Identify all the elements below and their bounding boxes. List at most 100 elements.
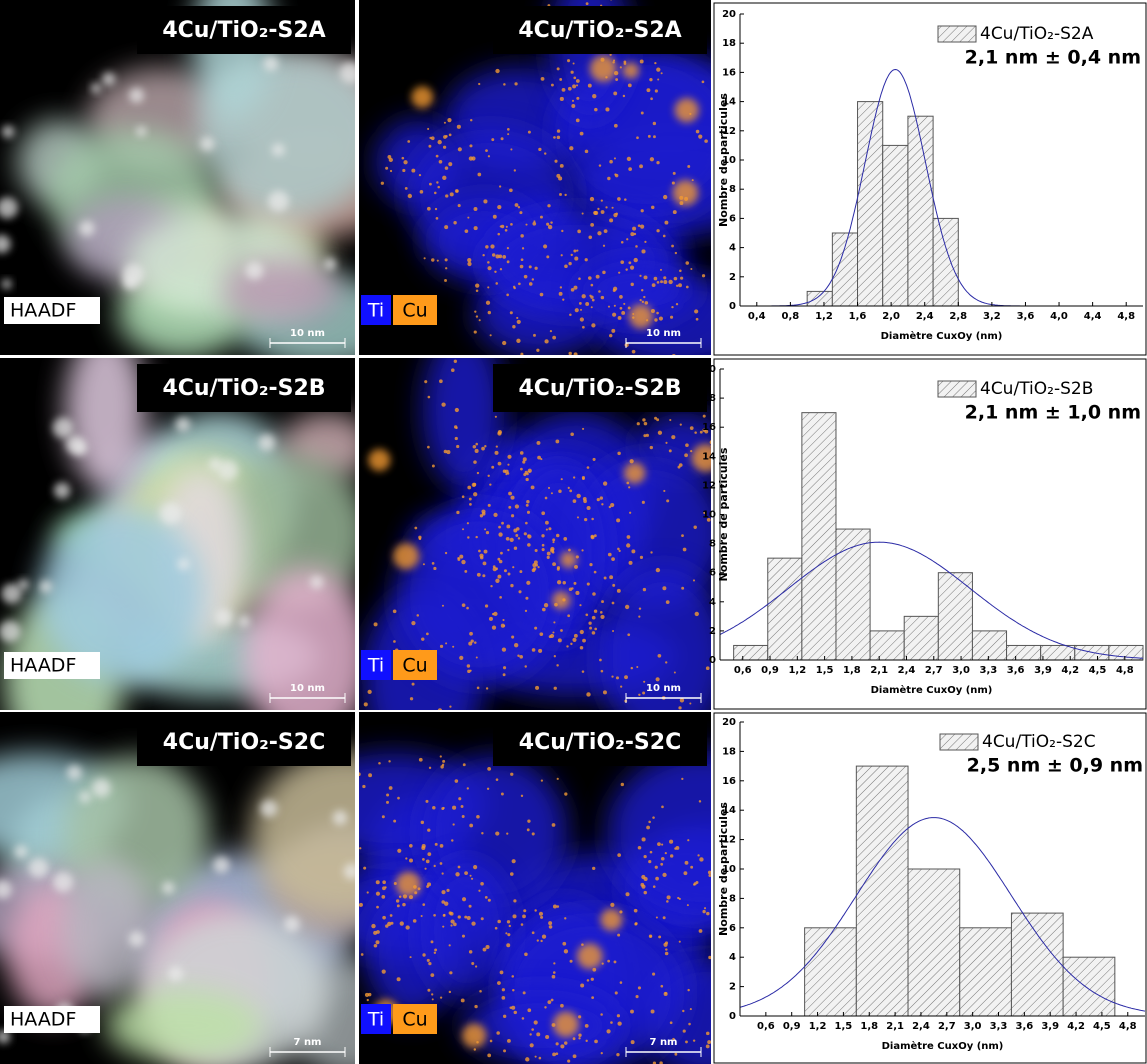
cu-dot <box>603 576 607 580</box>
cu-cluster <box>622 62 640 79</box>
y-tick-label: 4 <box>729 952 736 963</box>
cu-dot <box>495 282 498 285</box>
cu-dot <box>600 1052 603 1055</box>
cu-dot <box>546 551 551 556</box>
cu-dot <box>609 575 614 580</box>
cu-dot <box>660 862 664 866</box>
cu-dot <box>485 944 490 950</box>
cu-dot <box>457 915 461 919</box>
cu-dot <box>467 536 470 539</box>
cu-dot <box>625 268 628 271</box>
cu-dot <box>557 638 562 643</box>
cu-dot <box>639 299 642 302</box>
cu-dot <box>583 499 587 504</box>
cu-dot <box>444 551 448 555</box>
cu-dot <box>510 495 515 500</box>
cu-dot <box>552 904 557 909</box>
cu-dot <box>576 249 579 252</box>
cu-dot <box>582 638 586 643</box>
cu-dot <box>641 884 646 889</box>
cu-dot <box>439 862 443 865</box>
cu-dot <box>451 839 454 842</box>
cu-dot <box>679 423 682 426</box>
cu-dot <box>619 295 623 299</box>
y-tick-label: 0 <box>729 301 736 312</box>
cu-dot <box>388 157 393 163</box>
cu-dot <box>537 566 540 569</box>
cu-dot <box>431 998 434 1001</box>
cu-dot <box>469 823 474 828</box>
cu-dot <box>668 449 672 453</box>
cu-dot <box>564 792 568 796</box>
histogram-bar <box>855 765 909 1017</box>
cu-dot <box>469 874 472 877</box>
cu-dot <box>578 1037 581 1040</box>
bright-spot <box>162 881 175 895</box>
cu-dot <box>402 902 406 907</box>
cu-dot <box>502 254 507 259</box>
cu-dot <box>666 499 670 503</box>
cu-dot <box>598 290 601 293</box>
cu-dot <box>709 440 711 445</box>
cu-dot <box>560 629 563 632</box>
x-tick-label: 3,0 <box>952 665 970 676</box>
cu-dot <box>437 708 443 710</box>
cu-dot <box>479 555 484 560</box>
cu-dot <box>626 543 631 548</box>
cu-dot <box>702 414 706 418</box>
cu-dot <box>572 476 576 479</box>
cu-dot <box>573 581 577 585</box>
scale-label: 10 nm <box>646 683 681 694</box>
cu-dot <box>600 611 603 614</box>
cu-dot <box>424 380 428 384</box>
cu-dot <box>473 460 477 464</box>
cu-dot <box>707 1040 711 1045</box>
cu-dot <box>368 773 373 778</box>
cu-dot <box>693 525 697 529</box>
x-tick-label: 1,8 <box>843 665 861 676</box>
cu-dot <box>422 953 426 957</box>
cu-dot <box>616 588 621 593</box>
cu-dot <box>592 967 597 972</box>
cu-dot <box>472 444 477 449</box>
cu-dot <box>661 843 664 846</box>
cu-dot <box>483 549 488 554</box>
cu-dot <box>546 555 550 559</box>
histogram-bar <box>806 290 833 307</box>
bright-spot <box>0 234 11 254</box>
cu-dot <box>422 563 425 566</box>
cu-dot <box>409 858 413 863</box>
cu-dot <box>514 82 518 86</box>
x-tick-label: 0,9 <box>761 665 779 676</box>
cu-dot <box>616 1014 621 1018</box>
cu-dot <box>689 702 692 705</box>
cu-dot <box>543 603 549 608</box>
cu-dot <box>536 1032 541 1037</box>
title-box <box>493 6 707 54</box>
x-tick-label: 0,6 <box>757 1021 775 1032</box>
cu-dot <box>436 181 439 184</box>
cu-dot <box>555 1042 559 1046</box>
cu-dot <box>482 561 487 566</box>
cu-dot <box>462 763 466 767</box>
cu-dot <box>589 294 592 297</box>
cu-dot <box>441 763 445 767</box>
cu-dot <box>681 777 684 781</box>
cu-dot <box>367 689 372 695</box>
cu-dot <box>414 526 418 530</box>
image-label: HAADF <box>10 300 76 322</box>
cu-dot <box>627 83 632 88</box>
cu-dot <box>585 1039 588 1043</box>
cu-dot <box>651 205 655 210</box>
cu-dot <box>475 283 480 288</box>
cu-dot <box>503 1049 507 1053</box>
cu-dot <box>502 673 506 677</box>
cu-dot <box>589 626 593 630</box>
cu-dot <box>553 686 557 690</box>
cu-dot <box>668 279 673 285</box>
cu-dot <box>473 226 478 231</box>
cu-dot <box>384 886 387 889</box>
cu-dot <box>682 1029 686 1033</box>
cu-dot <box>628 261 632 265</box>
